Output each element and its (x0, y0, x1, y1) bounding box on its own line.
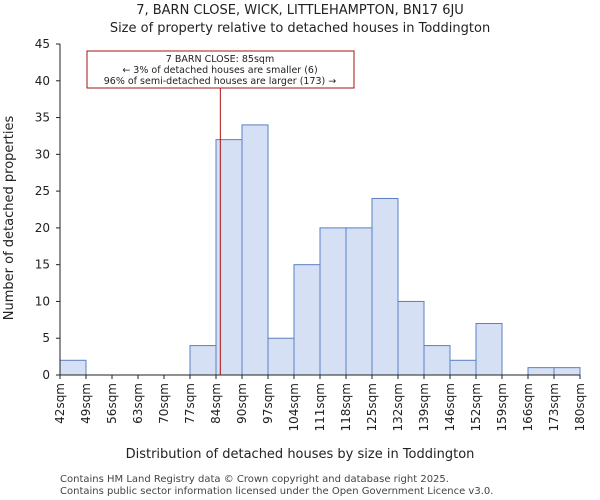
annotation-box: 7 BARN CLOSE: 85sqm ← 3% of detached hou… (86, 50, 355, 89)
x-tick-label: 90sqm (235, 383, 249, 424)
y-tick-label: 45 (35, 37, 50, 51)
x-tick-label: 166sqm (521, 383, 535, 431)
y-tick-label: 10 (35, 294, 50, 308)
x-tick-label: 159sqm (495, 383, 509, 431)
y-tick-label: 20 (35, 221, 50, 235)
x-tick-label: 118sqm (339, 383, 353, 431)
x-tick-label: 111sqm (313, 383, 327, 431)
x-tick-label: 84sqm (209, 383, 223, 424)
x-tick-label: 146sqm (443, 383, 457, 431)
x-tick-label: 42sqm (53, 383, 67, 424)
x-tick-label: 132sqm (391, 383, 405, 431)
footer-line-2: Contains public sector information licen… (60, 486, 493, 497)
x-tick-label: 63sqm (131, 383, 145, 424)
annotation-line-2: ← 3% of detached houses are smaller (6) (122, 65, 317, 76)
y-ticks: 0 5 10 15 20 25 30 35 40 45 (35, 37, 60, 382)
bar-90sqm (241, 124, 269, 376)
bar-104sqm (293, 264, 321, 376)
bar-125sqm (371, 197, 399, 376)
x-tick-label: 49sqm (79, 383, 93, 424)
bar-118sqm (345, 227, 373, 376)
footer-line-1: Contains HM Land Registry data © Crown c… (60, 474, 449, 485)
x-tick-label: 104sqm (287, 383, 301, 431)
chart-subtitle: Size of property relative to detached ho… (110, 21, 490, 36)
y-tick-label: 25 (35, 184, 50, 198)
y-tick-label: 35 (35, 111, 50, 125)
x-tick-label: 77sqm (183, 383, 197, 424)
x-ticks: 42sqm 49sqm 56sqm 63sqm 70sqm 77sqm 84sqm 90sqm… (53, 375, 587, 431)
bar-77sqm (189, 345, 217, 376)
bar-146sqm (449, 359, 477, 376)
y-tick-label: 15 (35, 258, 50, 272)
bar-152sqm (475, 323, 503, 376)
bars-group (59, 44, 581, 376)
annotation-line-3: 96% of semi-detached houses are larger (… (104, 76, 337, 87)
x-tick-label: 125sqm (365, 383, 379, 431)
bar-166sqm (527, 367, 555, 376)
x-tick-label: 97sqm (261, 383, 275, 424)
bar-97sqm (267, 337, 295, 376)
x-tick-label: 70sqm (157, 383, 171, 424)
bar-42sqm (59, 359, 87, 376)
annotation-frame (86, 50, 355, 89)
y-tick-label: 0 (42, 368, 50, 382)
x-tick-label: 139sqm (417, 383, 431, 431)
y-tick-label: 5 (42, 331, 50, 345)
y-tick-label: 40 (35, 74, 50, 88)
y-tick-label: 30 (35, 147, 50, 161)
chart-title: 7, BARN CLOSE, WICK, LITTLEHAMPTON, BN17… (136, 3, 464, 18)
x-tick-label: 180sqm (573, 383, 587, 431)
annotation-line-1: 7 BARN CLOSE: 85sqm (166, 54, 274, 65)
x-tick-label: 56sqm (105, 383, 119, 424)
y-axis-label: Number of detached properties (2, 116, 17, 321)
bar-132sqm (397, 300, 425, 376)
bar-173sqm (553, 367, 581, 376)
bar-139sqm (423, 345, 451, 376)
bar-111sqm (319, 227, 347, 376)
x-tick-label: 173sqm (547, 383, 561, 431)
x-tick-label: 152sqm (469, 383, 483, 431)
x-axis-label: Distribution of detached houses by size … (126, 447, 475, 462)
